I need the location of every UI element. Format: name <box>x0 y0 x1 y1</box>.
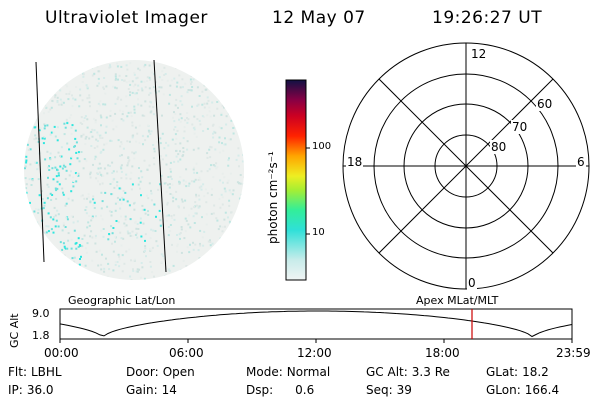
time-tick-1800: 18:00 <box>425 346 460 360</box>
info-filter: Flt: LBHL <box>8 365 62 379</box>
polar-label-70: 70 <box>511 120 529 134</box>
polar-label-mlt-12: 12 <box>470 47 488 61</box>
info-mode: Mode: Normal <box>246 365 331 379</box>
polar-label-mlt-0: 0 <box>467 276 477 290</box>
info-gc-alt: GC Alt: 3.3 Re <box>366 365 450 379</box>
colorbar-label-10: 10 <box>312 227 325 238</box>
info-glat: GLat: 18.2 <box>486 365 549 379</box>
altitude-tick-max: 9.0 <box>32 307 50 320</box>
polar-label-mlt-6: 6 <box>576 155 586 169</box>
time-tick-2359: 23:59 <box>556 346 591 360</box>
instrument-title: Ultraviolet Imager <box>45 8 208 28</box>
time-tick-1200: 12:00 <box>297 346 332 360</box>
colorbar-label-100: 100 <box>312 141 332 152</box>
info-dsp: Dsp: 0.6 <box>246 383 315 397</box>
info-ip: IP: 36.0 <box>8 383 54 397</box>
polar-label-80: 80 <box>490 140 508 154</box>
info-glon: GLon: 166.4 <box>486 383 560 397</box>
polar-label-mlt-18: 18 <box>346 155 364 169</box>
caption-geographic: Geographic Lat/Lon <box>68 294 176 307</box>
date-label: 12 May 07 <box>272 8 366 28</box>
polar-label-60: 60 <box>536 97 554 111</box>
altitude-axis-label: GC Alt <box>8 313 21 348</box>
time-tick-0000: 00:00 <box>44 346 79 360</box>
time-tick-0600: 06:00 <box>169 346 204 360</box>
polar-diagonal-2 <box>378 78 554 254</box>
time-label: 19:26:27 UT <box>432 8 543 28</box>
info-seq: Seq: 39 <box>366 383 412 397</box>
colorbar-gradient <box>285 79 307 281</box>
altitude-tick-min: 1.8 <box>32 329 50 342</box>
info-door: Door: Open <box>126 365 195 379</box>
terminator-line-left <box>35 61 45 263</box>
altitude-plot-frame <box>59 308 573 340</box>
caption-apex: Apex MLat/MLT <box>416 294 499 307</box>
info-gain: Gain: 14 <box>126 383 177 397</box>
terminator-line-right <box>153 59 167 273</box>
altitude-curve <box>59 310 573 338</box>
